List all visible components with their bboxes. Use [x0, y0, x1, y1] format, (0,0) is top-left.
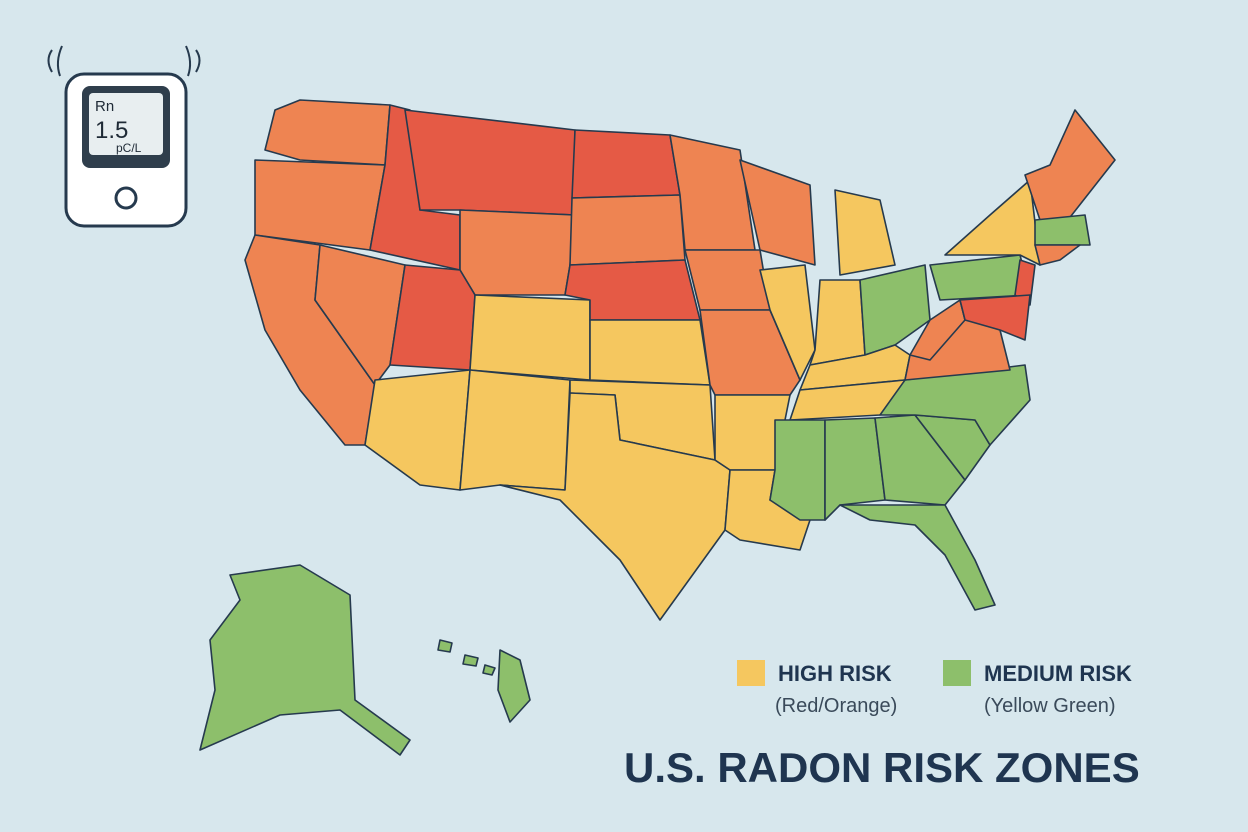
device-screen — [89, 93, 163, 155]
state — [1014, 259, 1036, 306]
legend-swatch — [737, 660, 765, 686]
state — [389, 264, 476, 371]
state — [759, 264, 816, 381]
state — [1034, 244, 1081, 266]
state — [459, 209, 576, 296]
state — [684, 249, 771, 311]
state — [459, 369, 571, 491]
state — [482, 664, 496, 676]
state — [959, 294, 1031, 341]
state — [739, 159, 816, 266]
state — [264, 99, 391, 166]
state — [1034, 214, 1091, 246]
legend-label: HIGH RISK — [778, 661, 892, 686]
state — [571, 129, 681, 199]
state — [879, 364, 1031, 446]
state — [364, 369, 471, 491]
states — [199, 99, 1116, 756]
state — [909, 299, 966, 361]
device-unit: pC/L — [116, 141, 142, 155]
state — [254, 159, 386, 251]
state — [834, 189, 896, 276]
device-label: Rn — [95, 98, 114, 115]
state — [569, 194, 686, 266]
state — [469, 294, 591, 381]
signal-icon — [185, 45, 201, 77]
legend-swatch — [943, 660, 971, 686]
legend: HIGH RISK (Red/Orange) MEDIUM RISK (Yell… — [737, 660, 1132, 717]
state — [437, 639, 453, 653]
state — [824, 417, 886, 521]
state — [769, 419, 826, 521]
device-reading: 1.5 — [95, 117, 128, 144]
state — [199, 564, 411, 756]
radon-monitor: Rn 1.5 pC/L — [47, 45, 201, 228]
legend-note: (Yellow Green) — [984, 695, 1116, 717]
state — [462, 654, 479, 667]
state — [497, 649, 531, 723]
map-title: U.S. RADON RISK ZONES — [624, 744, 1140, 791]
state — [499, 392, 731, 621]
signal-icon — [47, 45, 63, 77]
state — [589, 319, 711, 386]
state — [314, 244, 406, 386]
legend-label: MEDIUM RISK — [984, 661, 1132, 686]
device-button — [114, 186, 138, 210]
legend-note: (Red/Orange) — [775, 695, 897, 717]
state — [839, 504, 996, 611]
state — [859, 264, 931, 356]
